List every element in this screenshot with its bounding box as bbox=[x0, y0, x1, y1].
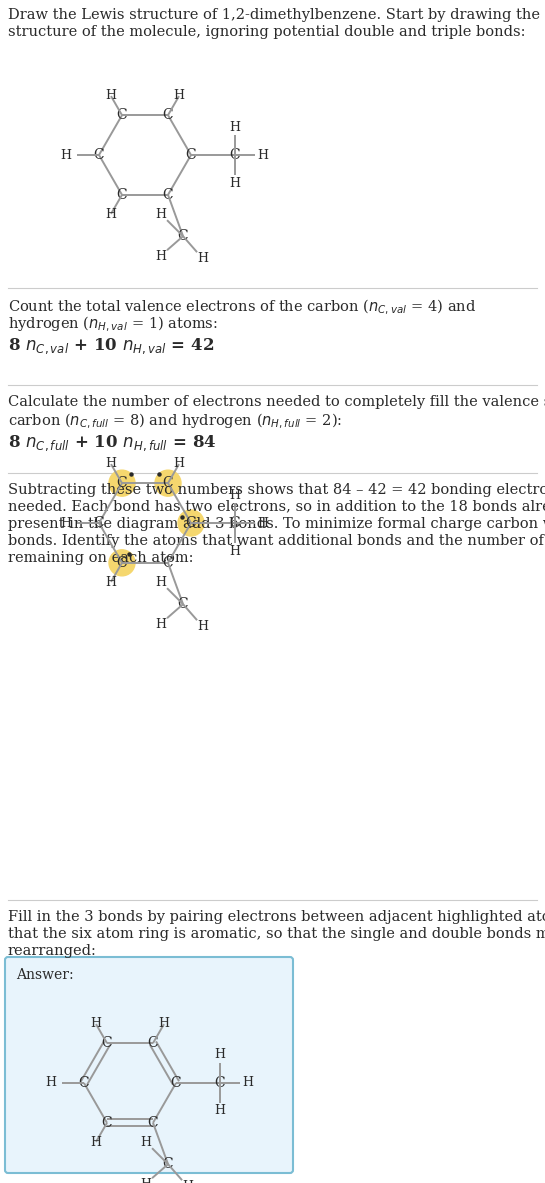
Text: H: H bbox=[229, 544, 240, 557]
Text: H: H bbox=[215, 1048, 226, 1061]
Text: Calculate the number of electrons needed to completely fill the valence shells f: Calculate the number of electrons needed… bbox=[8, 395, 545, 409]
Text: C: C bbox=[171, 1077, 181, 1090]
Text: H: H bbox=[141, 1178, 152, 1183]
Text: C: C bbox=[117, 477, 128, 490]
Text: C: C bbox=[102, 1036, 112, 1051]
Text: H: H bbox=[173, 457, 185, 470]
Text: C: C bbox=[163, 1157, 173, 1171]
Text: that the six atom ring is aromatic, so that the single and double bonds may be: that the six atom ring is aromatic, so t… bbox=[8, 927, 545, 940]
Text: C: C bbox=[229, 148, 240, 162]
Text: bonds. Identify the atoms that want additional bonds and the number of electrons: bonds. Identify the atoms that want addi… bbox=[8, 534, 545, 548]
Text: C: C bbox=[215, 1077, 225, 1090]
Text: needed. Each bond has two electrons, so in addition to the 18 bonds already: needed. Each bond has two electrons, so … bbox=[8, 500, 545, 513]
Text: H: H bbox=[155, 250, 167, 263]
Text: H: H bbox=[106, 208, 117, 221]
Text: H: H bbox=[183, 1179, 193, 1183]
Text: 8 $n_{C,val}$ + 10 $n_{H,val}$ = 42: 8 $n_{C,val}$ + 10 $n_{H,val}$ = 42 bbox=[8, 336, 214, 356]
Text: H: H bbox=[257, 149, 269, 162]
Text: H: H bbox=[141, 1136, 152, 1149]
Circle shape bbox=[109, 550, 135, 576]
Text: H: H bbox=[106, 576, 117, 589]
Text: C: C bbox=[102, 1116, 112, 1130]
Text: H: H bbox=[155, 618, 167, 631]
Text: H: H bbox=[197, 620, 209, 633]
Text: carbon ($n_{C,full}$ = 8) and hydrogen ($n_{H,full}$ = 2):: carbon ($n_{C,full}$ = 8) and hydrogen (… bbox=[8, 412, 342, 432]
Text: Fill in the 3 bonds by pairing electrons between adjacent highlighted atoms. Not: Fill in the 3 bonds by pairing electrons… bbox=[8, 910, 545, 924]
Text: H: H bbox=[106, 89, 117, 102]
Text: present in the diagram add 3 bonds. To minimize formal charge carbon wants 4: present in the diagram add 3 bonds. To m… bbox=[8, 517, 545, 531]
Text: H: H bbox=[60, 517, 71, 530]
Text: H: H bbox=[45, 1077, 56, 1090]
Text: C: C bbox=[178, 230, 189, 244]
Text: Draw the Lewis structure of 1,2-dimethylbenzene. Start by drawing the overall: Draw the Lewis structure of 1,2-dimethyl… bbox=[8, 8, 545, 22]
Text: C: C bbox=[148, 1116, 158, 1130]
Text: H: H bbox=[197, 252, 209, 265]
Text: Count the total valence electrons of the carbon ($n_{C,val}$ = 4) and: Count the total valence electrons of the… bbox=[8, 298, 476, 317]
Text: C: C bbox=[163, 556, 173, 570]
Text: H: H bbox=[215, 1105, 226, 1118]
Text: H: H bbox=[106, 457, 117, 470]
Text: H: H bbox=[173, 89, 185, 102]
Text: C: C bbox=[186, 516, 196, 530]
FancyBboxPatch shape bbox=[5, 957, 293, 1174]
Circle shape bbox=[109, 470, 135, 496]
Text: H: H bbox=[90, 1016, 101, 1029]
Text: H: H bbox=[155, 576, 167, 589]
Text: H: H bbox=[243, 1077, 253, 1090]
Text: C: C bbox=[78, 1077, 89, 1090]
Text: C: C bbox=[94, 148, 104, 162]
Circle shape bbox=[155, 470, 181, 496]
Text: C: C bbox=[163, 188, 173, 202]
Circle shape bbox=[178, 510, 204, 536]
Text: C: C bbox=[117, 108, 128, 122]
Text: Subtracting these two numbers shows that 84 – 42 = 42 bonding electrons are: Subtracting these two numbers shows that… bbox=[8, 483, 545, 497]
Text: structure of the molecule, ignoring potential double and triple bonds:: structure of the molecule, ignoring pote… bbox=[8, 25, 525, 39]
Text: C: C bbox=[94, 516, 104, 530]
Text: C: C bbox=[178, 597, 189, 612]
Text: H: H bbox=[60, 149, 71, 162]
Text: remaining on each atom:: remaining on each atom: bbox=[8, 551, 193, 565]
Text: H: H bbox=[90, 1137, 101, 1150]
Text: C: C bbox=[163, 108, 173, 122]
Text: H: H bbox=[159, 1016, 169, 1029]
Text: C: C bbox=[186, 148, 196, 162]
Text: C: C bbox=[148, 1036, 158, 1051]
Text: H: H bbox=[257, 517, 269, 530]
Text: C: C bbox=[163, 477, 173, 490]
Text: H: H bbox=[155, 208, 167, 221]
Text: H: H bbox=[229, 176, 240, 189]
Text: rearranged:: rearranged: bbox=[8, 944, 97, 958]
Text: hydrogen ($n_{H,val}$ = 1) atoms:: hydrogen ($n_{H,val}$ = 1) atoms: bbox=[8, 315, 218, 335]
Text: C: C bbox=[229, 516, 240, 530]
Text: H: H bbox=[229, 489, 240, 502]
Text: C: C bbox=[117, 188, 128, 202]
Text: C: C bbox=[117, 556, 128, 570]
Text: Answer:: Answer: bbox=[16, 968, 74, 982]
Text: H: H bbox=[229, 121, 240, 134]
Text: 8 $n_{C,full}$ + 10 $n_{H,full}$ = 84: 8 $n_{C,full}$ + 10 $n_{H,full}$ = 84 bbox=[8, 433, 216, 453]
